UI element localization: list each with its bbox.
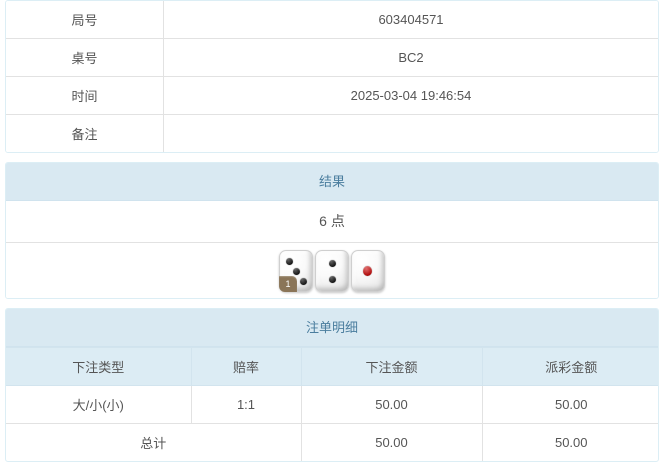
cell-total-label: 总计: [6, 423, 302, 461]
table-row: 备注: [6, 114, 658, 152]
column-header-payout-amount: 派彩金额: [481, 347, 658, 386]
column-header-bet-type: 下注类型: [6, 347, 192, 386]
info-label-time: 时间: [6, 76, 164, 115]
table-row: 时间 2025-03-04 19:46:54: [6, 76, 658, 115]
dice-pip: [329, 259, 336, 267]
die-1: 1: [279, 249, 313, 292]
dice-pip: [286, 257, 293, 265]
table-row: 局号 603404571: [6, 1, 658, 39]
dice-strip: 1: [279, 249, 385, 292]
die-badge: 1: [279, 275, 297, 292]
cell-total-bet-amount: 50.00: [300, 423, 483, 461]
result-card: 结果 6 点 1: [5, 162, 659, 299]
table-row: 大/小(小) 1:1 50.00 50.00: [6, 385, 658, 424]
info-value-table-no: BC2: [163, 38, 658, 77]
table-total-row: 总计 50.00 50.00: [6, 423, 658, 461]
cell-bet-type: 大/小(小): [6, 385, 192, 424]
die-3: [351, 249, 385, 292]
dice-pip: [300, 277, 307, 285]
cell-bet-amount: 50.00: [300, 385, 483, 424]
round-info-card: 局号 603404571 桌号 BC2 时间 2025-03-04 19:46:…: [5, 0, 659, 153]
dice-pip: [329, 275, 336, 283]
column-header-bet-amount: 下注金额: [300, 347, 483, 386]
dice-pip: [293, 267, 300, 275]
bet-detail-card: 注单明细 下注类型 赔率 下注金额 派彩金额 大/小(小) 1:1 50.00 …: [5, 308, 659, 462]
info-label-table-no: 桌号: [6, 38, 164, 77]
result-banner: 结果: [6, 163, 658, 201]
dice-pip-red: [363, 265, 372, 276]
result-points: 6 点: [6, 201, 658, 243]
info-value-time: 2025-03-04 19:46:54: [163, 76, 658, 115]
info-label-remark: 备注: [6, 114, 164, 152]
dice-row: 1: [6, 243, 658, 298]
table-row: 桌号 BC2: [6, 38, 658, 77]
table-header-row: 下注类型 赔率 下注金额 派彩金额: [6, 347, 658, 386]
info-label-round-no: 局号: [6, 1, 164, 39]
die-2: [315, 249, 349, 292]
info-value-round-no: 603404571: [163, 1, 658, 39]
round-info-table: 局号 603404571 桌号 BC2 时间 2025-03-04 19:46:…: [6, 1, 658, 152]
bet-detail-table: 下注类型 赔率 下注金额 派彩金额 大/小(小) 1:1 50.00 50.00…: [6, 347, 658, 461]
info-value-remark: [163, 114, 658, 152]
column-header-odds: 赔率: [190, 347, 302, 386]
cell-payout-amount: 50.00: [481, 385, 658, 424]
cell-odds: 1:1: [190, 385, 302, 424]
bet-detail-banner: 注单明细: [6, 309, 658, 347]
cell-total-payout-amount: 50.00: [481, 423, 658, 461]
